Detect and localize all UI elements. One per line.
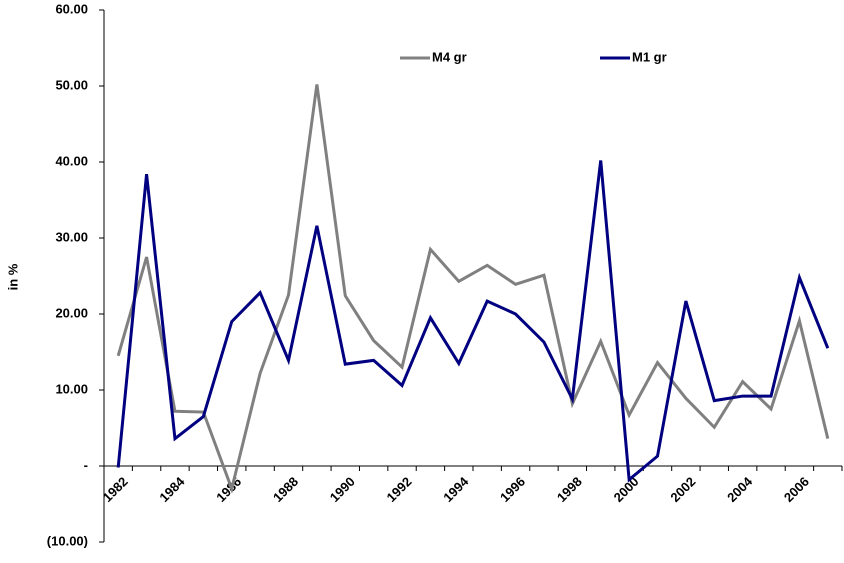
x-tick-label: 1998 xyxy=(554,474,585,505)
y-tick-label: 50.00 xyxy=(55,77,88,92)
y-axis-label: in % xyxy=(5,263,20,290)
x-tick-label: 2006 xyxy=(781,474,812,505)
x-tick-label: 1990 xyxy=(327,474,358,505)
y-tick-label: 40.00 xyxy=(55,153,88,168)
x-tick-label: 2000 xyxy=(611,474,642,505)
x-tick-label: 2002 xyxy=(667,474,698,505)
x-tick-label: 1984 xyxy=(156,473,188,505)
y-tick-label: 20.00 xyxy=(55,305,88,320)
x-tick-label: 1992 xyxy=(384,474,415,505)
x-tick-label: 1994 xyxy=(440,473,472,505)
x-tick-label: 1996 xyxy=(497,474,528,505)
series-line xyxy=(116,84,830,494)
x-tick-label: 1988 xyxy=(270,474,301,505)
legend-label: M1 gr xyxy=(632,49,667,64)
y-tick-label: (10.00) xyxy=(47,533,88,548)
legend-label: M4 gr xyxy=(432,49,467,64)
series-line xyxy=(116,160,830,483)
y-tick-label: 10.00 xyxy=(55,381,88,396)
x-tick-label: 2004 xyxy=(724,473,756,505)
y-tick-label: 30.00 xyxy=(55,229,88,244)
y-tick-label: - xyxy=(84,457,88,472)
y-tick-label: 60.00 xyxy=(55,1,88,16)
